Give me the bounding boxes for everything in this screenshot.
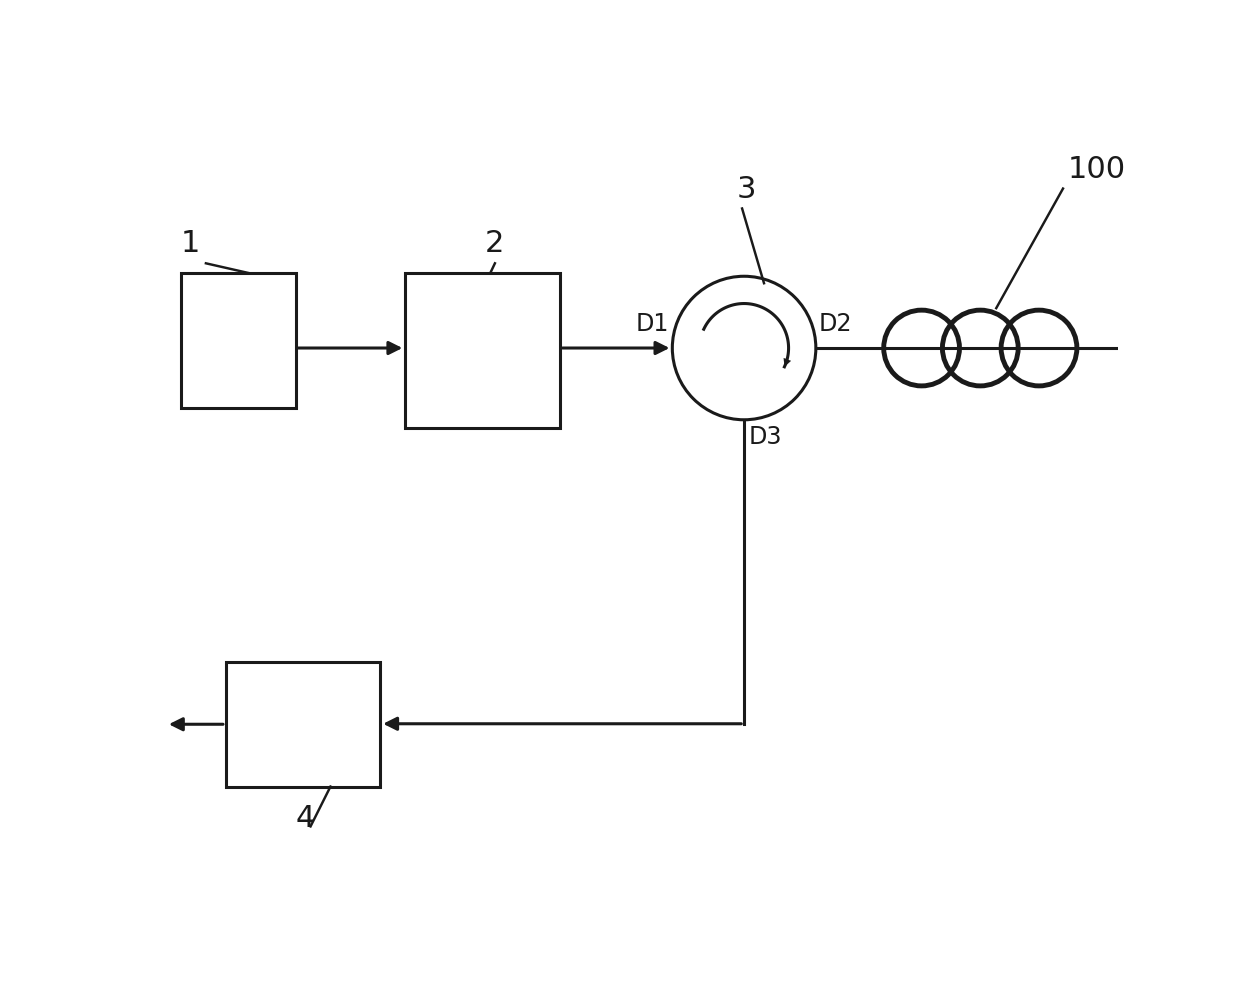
Text: D3: D3 [750, 425, 783, 449]
Bar [181, 273, 296, 408]
Text: 1: 1 [181, 229, 201, 258]
Text: 2: 2 [484, 229, 504, 258]
Text: 100: 100 [1068, 155, 1126, 184]
Text: 3: 3 [737, 175, 757, 203]
Text: D2: D2 [819, 313, 852, 336]
Text: 4: 4 [296, 804, 315, 833]
Bar [405, 273, 560, 428]
Bar [225, 662, 380, 787]
Text: D1: D1 [636, 313, 669, 336]
